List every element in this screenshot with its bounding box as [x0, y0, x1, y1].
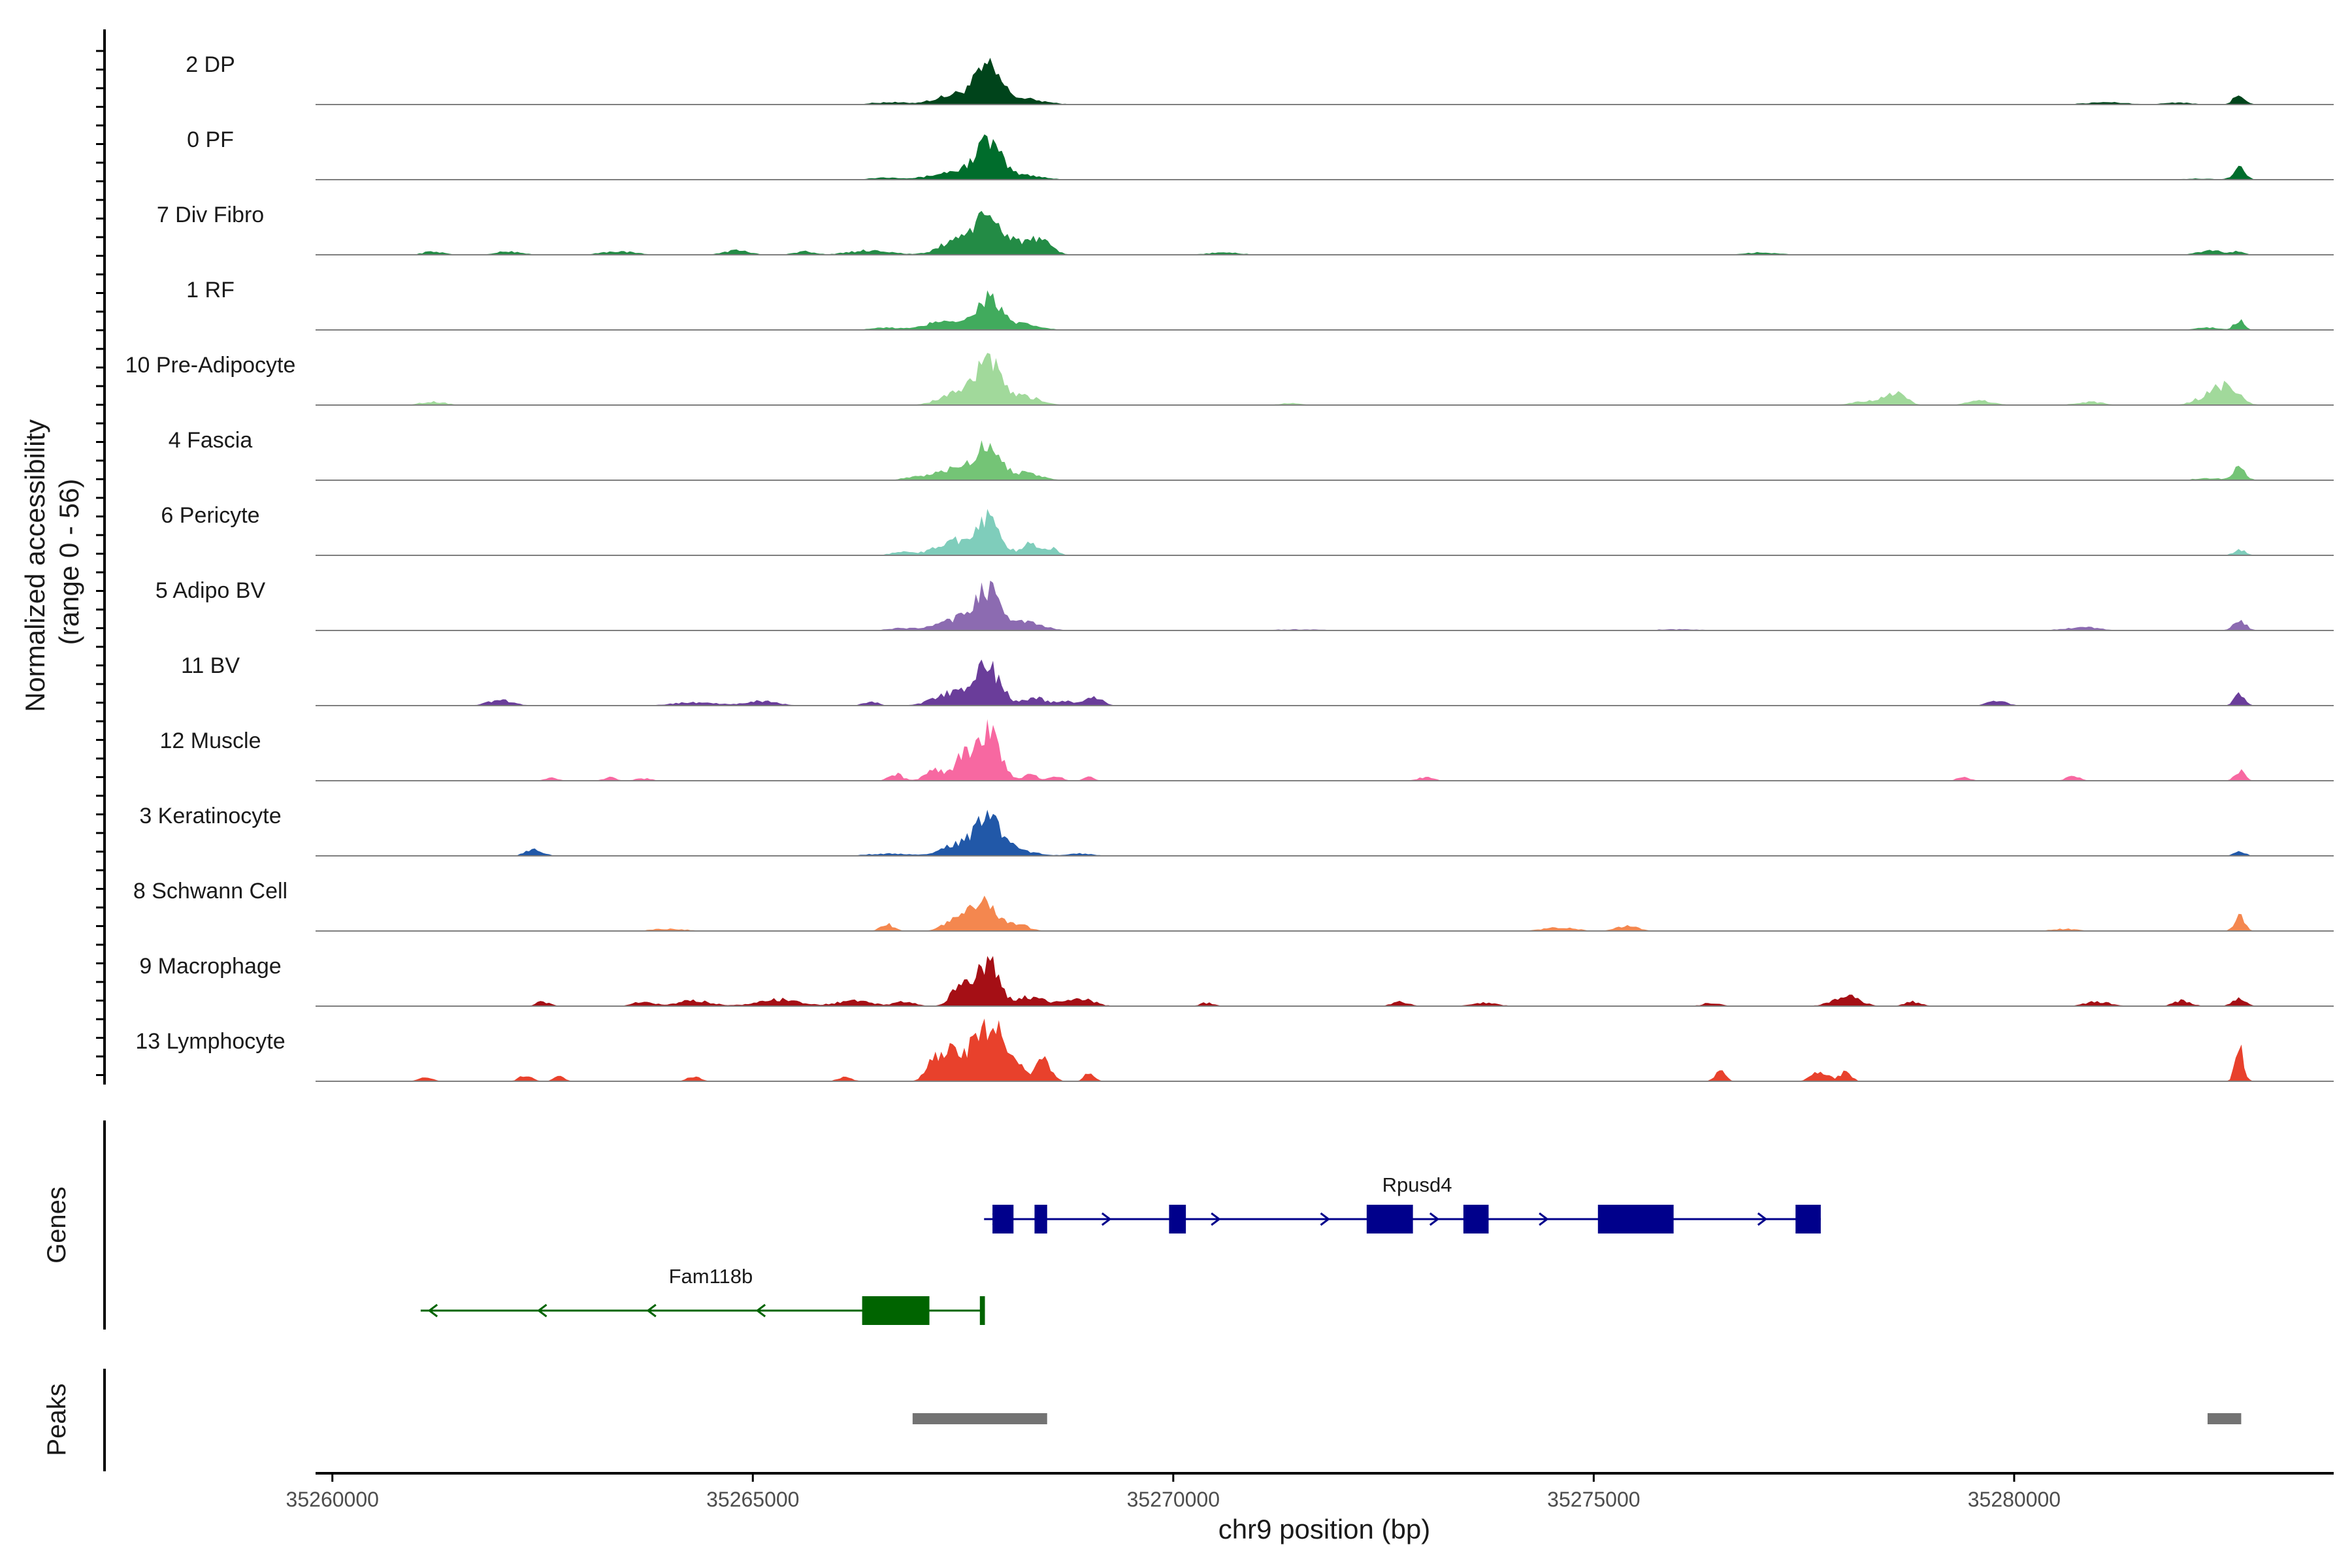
coverage-area: [316, 719, 2334, 781]
track-label: 8 Schwann Cell: [133, 879, 287, 904]
gene-label: Fam118b: [669, 1265, 753, 1288]
gene-label: Rpusd4: [1382, 1173, 1452, 1196]
track-12-muscle: 12 Muscle: [160, 719, 2334, 781]
y-axis-title-line-2: (range 0 - 56): [54, 479, 84, 645]
track-13-lymphocyte: 13 Lymphocyte: [135, 1019, 2334, 1082]
strand-arrow: [755, 1303, 766, 1318]
coverage-area: [316, 895, 2334, 931]
exon-block: [1366, 1205, 1413, 1233]
coverage-area: [316, 580, 2334, 630]
strand-arrow: [1757, 1212, 1768, 1226]
track-label: 4 Fascia: [169, 428, 253, 453]
track-9-macrophage: 9 Macrophage: [139, 954, 2334, 1007]
track-label: 1 RF: [186, 278, 235, 302]
coverage-y-axis-ticks: [96, 50, 105, 1076]
exon-block: [992, 1205, 1014, 1233]
track-5-adipo-bv: 5 Adipo BV: [155, 578, 2334, 631]
exon-block: [979, 1296, 985, 1325]
strand-arrow: [1320, 1212, 1330, 1226]
track-6-pericyte: 6 Pericyte: [161, 503, 2334, 556]
exon-block: [1463, 1205, 1489, 1233]
track-label: 6 Pericyte: [161, 503, 259, 528]
x-axis-tick-label: 35260000: [286, 1488, 379, 1511]
coverage-area: [316, 956, 2334, 1006]
track-label: 3 Keratinocyte: [139, 804, 281, 828]
peak-region-bar: [2207, 1413, 2242, 1424]
coverage-area: [316, 509, 2334, 555]
gene-fam118b: Fam118b: [420, 1265, 985, 1325]
track-1-rf: 1 RF: [186, 278, 2334, 331]
strand-arrow: [1429, 1212, 1440, 1226]
x-axis-tick-label: 35265000: [706, 1488, 799, 1511]
coverage-area: [316, 210, 2334, 255]
strand-arrow: [1101, 1212, 1112, 1226]
track-label: 9 Macrophage: [139, 954, 281, 979]
track-2-dp: 2 DP: [186, 52, 2334, 105]
peak-region-bar: [912, 1413, 1047, 1424]
exon-block: [1597, 1205, 1674, 1233]
strand-arrow: [427, 1303, 438, 1318]
coverage-tracks: 2 DP 0 PF 7 Div Fibro 1 RF 10 Pre-Adipocyte 4…: [125, 52, 2334, 1082]
strand-arrow: [537, 1303, 547, 1318]
exon-block: [1169, 1205, 1186, 1233]
track-4-fascia: 4 Fascia: [169, 428, 2334, 481]
x-axis-tick-label: 35270000: [1127, 1488, 1220, 1511]
exon-block: [1795, 1205, 1821, 1233]
peaks-panel-title: Peaks: [42, 1383, 71, 1456]
gene-annotation-track: Rpusd4 Fam118b: [420, 1173, 1821, 1325]
track-3-keratinocyte: 3 Keratinocyte: [139, 804, 2334, 857]
coverage-area: [316, 1019, 2334, 1081]
track-10-pre-adipocyte: 10 Pre-Adipocyte: [125, 353, 2334, 406]
x-axis-title: chr9 position (bp): [1218, 1514, 1431, 1544]
track-7-div-fibro: 7 Div Fibro: [157, 203, 2334, 255]
exon-block: [1034, 1205, 1047, 1233]
track-8-schwann-cell: 8 Schwann Cell: [133, 879, 2334, 932]
track-label: 2 DP: [186, 52, 235, 77]
coverage-area: [316, 353, 2334, 405]
track-label: 13 Lymphocyte: [135, 1029, 285, 1054]
track-label: 11 BV: [181, 653, 240, 678]
genes-panel-title: Genes: [42, 1186, 71, 1264]
track-11-bv: 11 BV: [181, 653, 2334, 706]
track-label: 12 Muscle: [160, 728, 261, 753]
strand-arrow: [1539, 1212, 1549, 1226]
gene-rpusd4: Rpusd4: [984, 1173, 1821, 1233]
x-axis-tick-label: 35275000: [1547, 1488, 1640, 1511]
exon-block: [862, 1296, 930, 1325]
strand-arrow: [1211, 1212, 1221, 1226]
coverage-area: [316, 440, 2334, 480]
coverage-area: [316, 659, 2334, 706]
y-axis-title: Normalized accessibility (range 0 - 56): [20, 412, 84, 712]
strand-arrow: [646, 1303, 657, 1318]
track-label: 0 PF: [187, 127, 234, 152]
peak-region-track: [912, 1413, 2242, 1424]
y-axis-title-line-1: Normalized accessibility: [20, 419, 50, 712]
x-axis-ticks: 35260000 35265000 35270000 35275000 35280000: [286, 1473, 2061, 1511]
track-label: 5 Adipo BV: [155, 578, 266, 603]
x-axis-tick-label: 35280000: [1968, 1488, 2061, 1511]
coverage-area: [316, 134, 2334, 180]
coverage-area: [316, 809, 2334, 856]
coverage-area: [316, 290, 2334, 330]
track-label: 10 Pre-Adipocyte: [125, 353, 296, 378]
track-label: 7 Div Fibro: [157, 203, 264, 227]
coverage-area: [316, 57, 2334, 105]
track-0-pf: 0 PF: [187, 127, 2334, 180]
